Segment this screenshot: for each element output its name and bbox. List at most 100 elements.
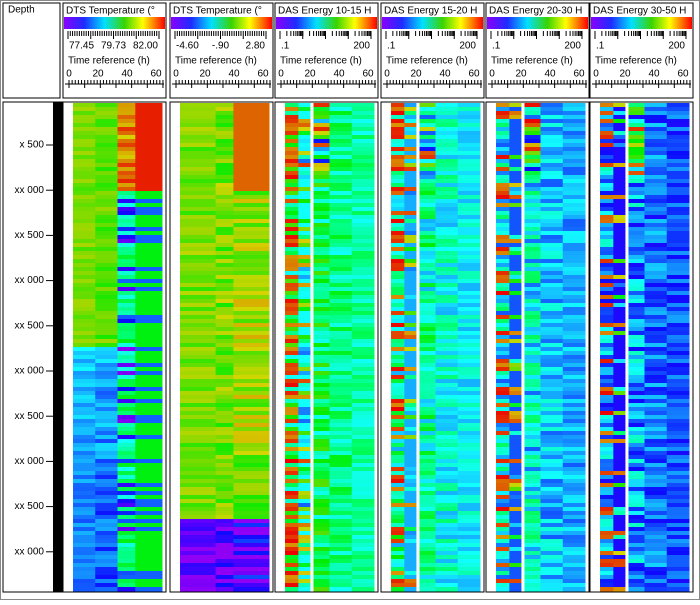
heatmap-cell bbox=[329, 195, 353, 200]
heatmap-cell bbox=[215, 175, 234, 180]
heatmap-cell bbox=[419, 583, 436, 588]
heatmap-cell bbox=[496, 563, 510, 568]
heatmap-cell bbox=[215, 279, 234, 284]
heatmap-cell bbox=[457, 347, 481, 352]
heatmap-cell bbox=[95, 183, 118, 188]
heatmap-cell bbox=[600, 547, 614, 552]
heatmap-cell bbox=[233, 351, 270, 356]
heatmap-cell bbox=[540, 251, 564, 256]
heatmap-cell bbox=[419, 339, 436, 344]
heatmap-cell bbox=[180, 363, 217, 368]
heatmap-cell bbox=[313, 303, 330, 308]
heatmap-cell bbox=[329, 283, 353, 288]
heatmap-cell bbox=[391, 103, 405, 108]
heatmap-cell bbox=[419, 195, 436, 200]
heatmap-cell bbox=[180, 223, 217, 228]
heatmap-cell bbox=[73, 139, 96, 144]
heatmap-cell bbox=[628, 203, 645, 208]
heatmap-cell bbox=[540, 279, 564, 284]
heatmap-cell bbox=[600, 195, 614, 200]
heatmap-cell bbox=[404, 143, 417, 148]
heatmap-cell bbox=[457, 575, 481, 580]
heatmap-cell bbox=[419, 347, 436, 352]
heatmap-cell bbox=[540, 539, 564, 544]
heatmap-cell bbox=[313, 107, 330, 112]
heatmap-cell bbox=[562, 179, 586, 184]
heatmap-cell bbox=[215, 379, 234, 384]
heatmap-cell bbox=[540, 415, 564, 420]
heatmap-cell bbox=[285, 535, 299, 540]
heatmap-cell bbox=[435, 235, 459, 240]
heatmap-cell bbox=[313, 127, 330, 132]
heatmap-cell bbox=[298, 167, 311, 172]
heatmap-cell bbox=[457, 527, 481, 532]
heatmap-cell bbox=[419, 519, 436, 524]
heatmap-cell bbox=[73, 291, 96, 296]
heatmap-cell bbox=[233, 139, 270, 144]
heatmap-cell bbox=[135, 531, 163, 536]
heatmap-cell bbox=[628, 407, 645, 412]
heatmap-cell bbox=[298, 487, 311, 492]
heatmap-cell bbox=[509, 511, 522, 516]
heatmap-cell bbox=[313, 507, 330, 512]
heatmap-cell bbox=[180, 239, 217, 244]
heatmap-cell bbox=[95, 203, 118, 208]
heatmap-cell bbox=[298, 219, 311, 224]
heatmap-cell bbox=[285, 151, 299, 156]
heatmap-cell bbox=[496, 111, 510, 116]
heatmap-cell bbox=[285, 311, 299, 316]
heatmap-cell bbox=[419, 483, 436, 488]
depth-label: xx 000 bbox=[15, 456, 45, 467]
heatmap-cell bbox=[628, 523, 645, 528]
heatmap-cell bbox=[233, 387, 270, 392]
heatmap-cell bbox=[404, 487, 417, 492]
heatmap-cell bbox=[600, 363, 614, 368]
heatmap-cell bbox=[419, 167, 436, 172]
track-title: DAS Energy 15-20 H bbox=[384, 6, 477, 17]
heatmap-cell bbox=[180, 251, 217, 256]
heatmap-cell bbox=[457, 563, 481, 568]
heatmap-cell bbox=[419, 279, 436, 284]
heatmap-cell bbox=[509, 271, 522, 276]
heatmap-cell bbox=[628, 363, 645, 368]
heatmap-cell bbox=[628, 563, 645, 568]
heatmap-cell bbox=[117, 467, 136, 472]
heatmap-cell bbox=[313, 535, 330, 540]
heatmap-cell bbox=[644, 119, 668, 124]
heatmap-cell bbox=[404, 167, 417, 172]
heatmap-cell bbox=[509, 431, 522, 436]
heatmap-cell bbox=[435, 335, 459, 340]
heatmap-cell bbox=[135, 211, 163, 216]
heatmap-cell bbox=[95, 339, 118, 344]
heatmap-cell bbox=[313, 167, 330, 172]
heatmap-cell bbox=[73, 119, 96, 124]
heatmap-cell bbox=[435, 311, 459, 316]
heatmap-cell bbox=[329, 515, 353, 520]
heatmap-cell bbox=[613, 451, 626, 456]
heatmap-cell bbox=[496, 147, 510, 152]
heatmap-cell bbox=[404, 259, 417, 264]
heatmap-cell bbox=[215, 467, 234, 472]
heatmap-cell bbox=[285, 211, 299, 216]
heatmap-cell bbox=[613, 203, 626, 208]
heatmap-cell bbox=[419, 411, 436, 416]
heatmap-cell bbox=[180, 543, 217, 548]
heatmap-cell bbox=[666, 407, 690, 412]
heatmap-cell bbox=[540, 223, 564, 228]
heatmap-cell bbox=[600, 527, 614, 532]
heatmap-cell bbox=[419, 383, 436, 388]
heatmap-cell bbox=[600, 415, 614, 420]
heatmap-cell bbox=[524, 279, 541, 284]
heatmap-cell bbox=[457, 191, 481, 196]
heatmap-cell bbox=[298, 371, 311, 376]
heatmap-cell bbox=[419, 359, 436, 364]
heatmap-cell bbox=[600, 283, 614, 288]
heatmap-cell bbox=[285, 219, 299, 224]
heatmap-cell bbox=[298, 495, 311, 500]
heatmap-cell bbox=[509, 199, 522, 204]
heatmap-cell bbox=[496, 463, 510, 468]
heatmap-cell bbox=[404, 243, 417, 248]
heatmap-cell bbox=[351, 171, 375, 176]
heatmap-cell bbox=[285, 263, 299, 268]
heatmap-cell bbox=[135, 243, 163, 248]
